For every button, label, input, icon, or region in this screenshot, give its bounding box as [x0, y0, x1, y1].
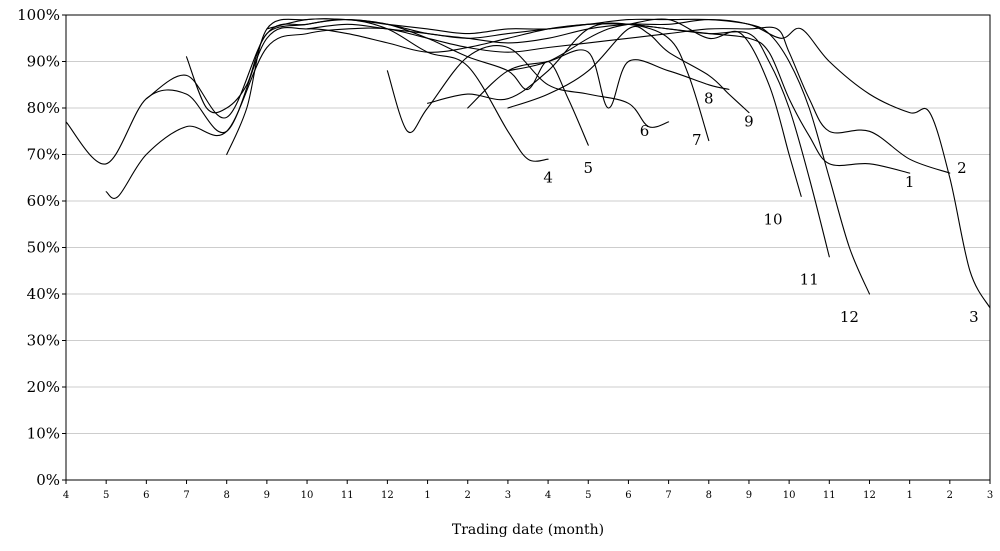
series-label-7: 7	[692, 131, 702, 149]
series-label-1: 1	[905, 173, 915, 191]
series-line-8	[467, 49, 730, 109]
x-tick-label: 10	[783, 490, 796, 501]
x-tick-label: 11	[823, 490, 836, 501]
y-tick-label: 70%	[27, 146, 60, 164]
x-tick-label: 1	[906, 490, 912, 501]
x-tick-label: 12	[863, 490, 876, 501]
x-tick-label: 3	[987, 490, 993, 501]
series-label-12: 12	[840, 308, 859, 326]
x-tick-label: 8	[224, 490, 230, 501]
y-tick-label: 80%	[27, 99, 60, 117]
y-tick-label: 100%	[17, 6, 60, 24]
series-line-11	[306, 23, 830, 258]
series-line-5	[226, 18, 589, 156]
series-lines	[65, 18, 991, 309]
x-tick-label: 10	[301, 490, 314, 501]
x-tick-label: 5	[585, 490, 591, 501]
series-line-1	[65, 23, 911, 174]
series-line-6	[386, 45, 670, 134]
x-tick-label: 1	[424, 490, 430, 501]
series-label-2: 2	[957, 159, 967, 177]
series-line-9	[507, 25, 750, 114]
x-tick-label: 4	[63, 490, 69, 501]
y-tick-label: 0%	[36, 471, 60, 489]
x-tick-label: 8	[706, 490, 712, 501]
x-axis-ticks: 4 5 6 7 8 9 10 11 12 1 2 3 4 5 6 7 8 9 10 11 12 1 2 3	[63, 480, 993, 501]
x-tick-label: 9	[264, 490, 270, 501]
series-label-11: 11	[800, 271, 819, 289]
series-label-9: 9	[744, 113, 754, 131]
series-label-6: 6	[640, 122, 650, 140]
gridlines	[66, 61, 990, 434]
x-tick-label: 9	[746, 490, 752, 501]
series-line-12	[266, 18, 871, 295]
y-tick-label: 50%	[27, 239, 60, 257]
y-axis-ticks: 0% 10% 20% 30% 40% 50% 60% 70% 80% 90% 100%	[17, 6, 66, 489]
x-tick-label: 6	[625, 490, 631, 501]
y-tick-label: 10%	[27, 425, 60, 443]
x-tick-label: 7	[665, 490, 671, 501]
series-label-3: 3	[969, 308, 979, 326]
series-line-4	[185, 18, 549, 162]
y-tick-label: 60%	[27, 192, 60, 210]
x-tick-label: 5	[103, 490, 109, 501]
y-tick-label: 40%	[27, 285, 60, 303]
x-tick-label: 3	[505, 490, 511, 501]
x-axis-title: Trading date (month)	[452, 522, 604, 538]
x-tick-label: 2	[465, 490, 471, 501]
x-tick-label: 6	[143, 490, 149, 501]
series-label-8: 8	[704, 89, 714, 107]
y-tick-label: 90%	[27, 53, 60, 71]
x-tick-label: 12	[381, 490, 394, 501]
series-label-4: 4	[543, 168, 553, 186]
y-tick-label: 20%	[27, 378, 60, 396]
series-line-2	[105, 26, 951, 199]
x-tick-label: 2	[947, 490, 953, 501]
x-tick-label: 7	[183, 490, 189, 501]
series-label-10: 10	[764, 210, 783, 228]
x-tick-label: 4	[545, 490, 551, 501]
series-label-5: 5	[583, 159, 593, 177]
x-tick-label: 11	[341, 490, 354, 501]
y-tick-label: 30%	[27, 332, 60, 350]
